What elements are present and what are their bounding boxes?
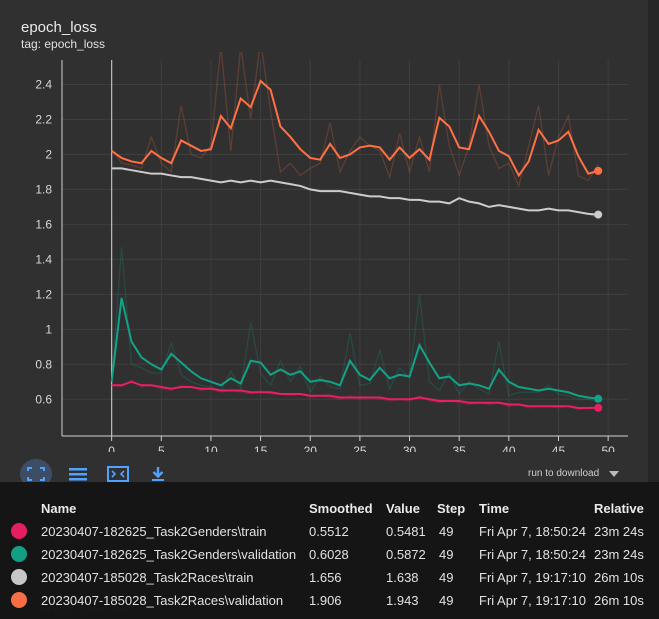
series-color-dot xyxy=(11,523,27,539)
legend-header-relative: Relative xyxy=(594,501,644,516)
loss-chart[interactable]: 0.6 0.8 1 1.2 1.4 1.6 1.8 2 2.2 2.4 0 5 10 15 20 25 30 35… xyxy=(0,52,640,452)
smoothed-series-line xyxy=(111,167,599,216)
toggle-log-icon xyxy=(69,468,87,481)
legend-value: 0.5872 xyxy=(386,547,426,562)
legend-run-name: 20230407-182625_Task2Genders\validation xyxy=(41,547,297,562)
series-endpoint-marker xyxy=(594,166,603,175)
x-tick-label: 15 xyxy=(254,444,268,452)
series-color-dot xyxy=(11,569,27,585)
legend-time: Fri Apr 7, 18:50:24 xyxy=(479,547,586,562)
chart-grid xyxy=(62,60,628,436)
legend-step: 49 xyxy=(439,524,454,539)
chart-axes xyxy=(61,60,628,441)
legend-header-step: Step xyxy=(437,501,466,516)
legend-value: 0.5481 xyxy=(386,524,426,539)
legend-header-smoothed: Smoothed xyxy=(309,501,373,516)
raw-series-line xyxy=(111,52,599,188)
toggle-log-button[interactable] xyxy=(64,461,92,487)
legend-relative: 26m 10s xyxy=(594,593,644,608)
legend-value: 1.638 xyxy=(386,570,419,585)
chevron-down-icon xyxy=(609,470,620,477)
y-tick-label: 2 xyxy=(45,147,52,161)
y-tick-label: 1.8 xyxy=(35,182,52,196)
download-select[interactable]: run to download xyxy=(528,468,620,479)
legend-smoothed: 1.906 xyxy=(309,593,342,608)
y-tick-label: 2.2 xyxy=(35,112,52,126)
smoothed-series-line xyxy=(110,297,599,400)
chart-series xyxy=(110,52,603,412)
x-tick-label: 30 xyxy=(403,444,417,452)
x-tick-label: 40 xyxy=(502,444,516,452)
legend-step: 49 xyxy=(439,593,454,608)
download-select-label: run to download xyxy=(528,468,600,479)
y-tick-label: 1.2 xyxy=(35,287,52,301)
x-tick-label: 10 xyxy=(204,444,218,452)
legend-relative: 23m 24s xyxy=(594,547,644,562)
x-tick-label: 35 xyxy=(453,444,467,452)
smoothed-series-line xyxy=(111,380,599,410)
chart-tick-labels: 0.6 0.8 1 1.2 1.4 1.6 1.8 2 2.2 2.4 0 5 10 15 20 25 30 35… xyxy=(35,77,615,452)
legend-time: Fri Apr 7, 18:50:24 xyxy=(479,524,586,539)
legend-value: 1.943 xyxy=(386,593,419,608)
series-endpoint-marker xyxy=(594,403,603,412)
legend-row: 20230407-182625_Task2Genders\validation … xyxy=(0,545,659,568)
y-tick-label: 2.4 xyxy=(35,77,52,91)
legend-row: 20230407-185028_Task2Races\train 1.656 1… xyxy=(0,568,659,591)
x-tick-label: 20 xyxy=(304,444,318,452)
x-tick-label: 5 xyxy=(158,444,165,452)
legend-step: 49 xyxy=(439,570,454,585)
series-color-dot xyxy=(11,592,27,608)
scrollbar[interactable] xyxy=(648,0,659,619)
chart-tag: tag: epoch_loss xyxy=(21,37,106,51)
legend-relative: 23m 24s xyxy=(594,524,644,539)
chart-title: epoch_loss xyxy=(21,19,97,36)
legend-time: Fri Apr 7, 19:17:10 xyxy=(479,570,586,585)
y-tick-label: 0.6 xyxy=(35,392,52,406)
expand-button[interactable] xyxy=(104,461,132,487)
legend-run-name: 20230407-182625_Task2Genders\train xyxy=(41,524,267,539)
legend-time: Fri Apr 7, 19:17:10 xyxy=(479,593,586,608)
smoothed-series-line xyxy=(111,79,599,178)
y-tick-label: 0.8 xyxy=(35,357,52,371)
legend-header-name: Name xyxy=(41,501,77,516)
x-tick-label: 25 xyxy=(353,444,367,452)
legend-header-time: Time xyxy=(479,501,510,516)
legend-run-name: 20230407-185028_Task2Races\train xyxy=(41,570,254,585)
legend-relative: 26m 10s xyxy=(594,570,644,585)
legend-run-name: 20230407-185028_Task2Races\validation xyxy=(41,593,284,608)
x-tick-label: 50 xyxy=(601,444,615,452)
x-tick-label: 45 xyxy=(552,444,566,452)
raw-series-line xyxy=(111,247,599,403)
legend-row: 20230407-182625_Task2Genders\train 0.551… xyxy=(0,522,659,545)
download-button[interactable] xyxy=(144,461,172,487)
x-tick-label: 0 xyxy=(108,444,115,452)
series-endpoint-marker xyxy=(594,210,603,219)
tooltip-legend: Name Smoothed Value Step Time Relative 2… xyxy=(0,482,659,619)
legend-smoothed: 0.6028 xyxy=(309,547,349,562)
fit-domain-icon xyxy=(27,467,45,481)
legend-row: 20230407-185028_Task2Races\validation 1.… xyxy=(0,591,659,614)
series-color-dot xyxy=(11,546,27,562)
legend-smoothed: 0.5512 xyxy=(309,524,349,539)
y-tick-label: 1.6 xyxy=(35,217,52,231)
y-tick-label: 1 xyxy=(45,322,52,336)
expand-icon xyxy=(107,466,129,482)
y-tick-label: 1.4 xyxy=(35,252,52,266)
legend-step: 49 xyxy=(439,547,454,562)
download-icon xyxy=(152,467,164,481)
series-endpoint-marker xyxy=(594,394,603,403)
legend-header-value: Value xyxy=(386,501,420,516)
legend-smoothed: 1.656 xyxy=(309,570,342,585)
